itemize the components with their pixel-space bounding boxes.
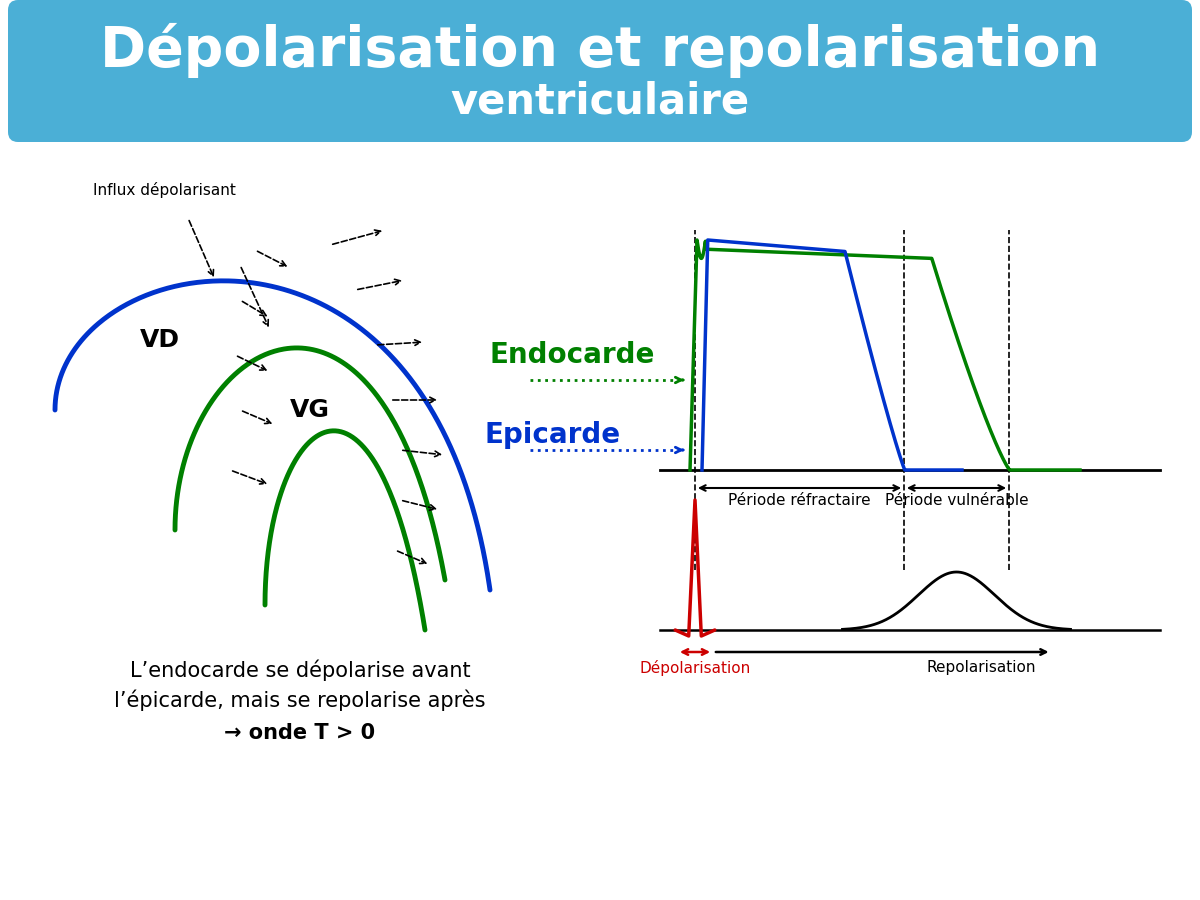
Text: ventriculaire: ventriculaire xyxy=(450,81,750,123)
Text: Endocarde: Endocarde xyxy=(490,341,655,369)
Text: Influx dépolarisant: Influx dépolarisant xyxy=(94,182,236,198)
Text: Dépolarisation et repolarisation: Dépolarisation et repolarisation xyxy=(100,22,1100,77)
Text: VG: VG xyxy=(290,398,330,422)
Text: VD: VD xyxy=(140,328,180,352)
Text: Epicarde: Epicarde xyxy=(485,421,622,449)
Text: Repolarisation: Repolarisation xyxy=(926,660,1037,675)
Text: L’endocarde se dépolarise avant: L’endocarde se dépolarise avant xyxy=(130,659,470,680)
Text: Période réfractaire: Période réfractaire xyxy=(728,493,871,508)
Text: Dépolarisation: Dépolarisation xyxy=(640,660,751,676)
Text: l’épicarde, mais se repolarise après: l’épicarde, mais se repolarise après xyxy=(114,689,486,711)
Text: → onde T > 0: → onde T > 0 xyxy=(224,723,376,743)
FancyBboxPatch shape xyxy=(8,0,1192,142)
Text: Période vulnérable: Période vulnérable xyxy=(884,493,1028,508)
